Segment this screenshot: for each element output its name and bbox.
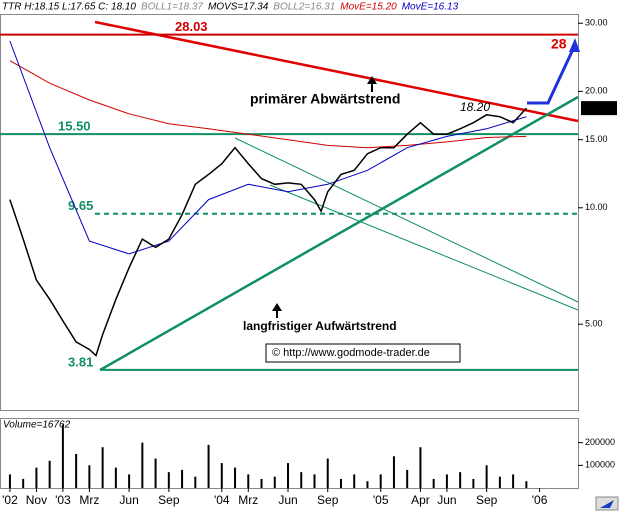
last-price-box — [581, 101, 617, 116]
volume-bar — [260, 478, 263, 488]
y-tick-label: 5.00 — [585, 319, 603, 329]
price-panel — [0, 14, 579, 411]
high-label: 18.20 — [460, 100, 490, 114]
credit: © http://www.godmode-trader.de — [272, 347, 430, 359]
volume-bar — [181, 469, 184, 488]
volume-bar — [406, 469, 409, 488]
x-tick-label: Mrz — [79, 493, 99, 507]
x-tick-label: Apr — [411, 493, 430, 507]
volume-bar — [207, 444, 210, 488]
downtrend-line — [94, 20, 579, 123]
level-label: 28.03 — [175, 19, 208, 34]
tool-icon — [600, 500, 614, 508]
volume-bar — [101, 447, 104, 488]
fan-line — [269, 184, 579, 311]
annotation: langfristiger Aufwärtstrend — [243, 319, 397, 333]
header-item: MOVS=17.34 — [208, 2, 269, 13]
level-label: 9.65 — [68, 198, 93, 213]
volume-bar — [525, 481, 528, 488]
volume-bar — [512, 474, 515, 488]
y-tick-label: 10.00 — [585, 202, 608, 212]
volume-bar — [88, 465, 91, 488]
volume-bar — [75, 454, 78, 488]
x-tick-label: '06 — [532, 493, 548, 507]
volume-bar — [273, 476, 276, 488]
volume-bar — [247, 474, 250, 488]
volume-bar — [379, 474, 382, 488]
header-item: MovE=16.13 — [402, 2, 459, 13]
header-item: TTR H:18.15 L:17.65 C: 18.10 — [2, 2, 136, 13]
x-tick-label: '03 — [55, 493, 71, 507]
arrow-head — [367, 76, 377, 84]
tool-button[interactable] — [595, 496, 619, 511]
y-tick-label: 30.00 — [585, 18, 608, 28]
volume-bar — [498, 476, 501, 488]
volume-bar — [432, 478, 435, 488]
volume-bar — [128, 474, 131, 488]
volume-tick-label: 100000 — [585, 460, 615, 470]
volume-bar — [326, 458, 329, 488]
volume-bar — [313, 474, 316, 488]
x-tick-label: Mrz — [238, 493, 258, 507]
x-tick-label: Sep — [476, 493, 498, 507]
volume-bar — [114, 467, 117, 488]
x-tick-label: Jun — [437, 493, 456, 507]
header: TTR H:18.15 L:17.65 C: 18.10 BOLL1=18.37 M… — [2, 2, 459, 13]
x-tick-label: Sep — [158, 493, 180, 507]
volume-bar — [485, 465, 488, 488]
volume-bar — [353, 474, 356, 488]
volume-bar — [8, 474, 11, 488]
projection-arrow — [527, 44, 577, 105]
x-tick-label: Jun — [119, 493, 138, 507]
volume-bar — [194, 476, 197, 488]
volume-bar — [287, 463, 290, 488]
arrow-head — [272, 303, 282, 311]
x-tick-label: '04 — [214, 493, 230, 507]
volume-bar — [339, 478, 342, 488]
volume-bar — [366, 481, 369, 488]
x-tick-label: '05 — [373, 493, 389, 507]
price-line — [9, 107, 527, 357]
volume-bar — [300, 472, 303, 488]
volume-bar — [472, 478, 475, 488]
last-price-label: 18.10 — [584, 103, 607, 113]
level-label: 15.50 — [58, 119, 91, 134]
volume-bar — [48, 460, 51, 488]
x-tick-label: Nov — [26, 493, 47, 507]
volume-title: Volume=16762 — [3, 420, 71, 431]
header-item: MovE=15.20 — [340, 2, 397, 13]
volume-bar — [234, 467, 237, 488]
volume-bar — [61, 424, 64, 488]
moving-average — [9, 40, 527, 255]
x-tick-label: Jun — [278, 493, 297, 507]
fan-line — [234, 137, 579, 303]
arrow-head — [569, 38, 580, 52]
volume-panel — [0, 418, 579, 489]
volume-bar — [22, 478, 25, 488]
moving-average — [9, 60, 527, 149]
header-item: BOLL1=18.37 — [141, 2, 203, 13]
volume-bar — [445, 474, 448, 488]
volume-bar — [392, 456, 395, 488]
volume-bar — [419, 447, 422, 488]
volume-bar — [141, 442, 144, 488]
x-tick-label: Sep — [317, 493, 339, 507]
volume-tick-label: 200000 — [585, 437, 615, 447]
level-label: 3.81 — [68, 354, 93, 369]
target-label: 28 — [551, 36, 567, 52]
annotation: primärer Abwärtstrend — [250, 91, 400, 107]
volume-bar — [459, 472, 462, 488]
volume-bar — [154, 458, 157, 488]
volume-bar — [35, 467, 38, 488]
header-item: BOLL2=16.31 — [273, 2, 335, 13]
volume-bar — [220, 463, 223, 488]
y-tick-label: 15.00 — [585, 134, 608, 144]
volume-bar — [167, 472, 170, 488]
credit-box — [265, 343, 461, 363]
y-tick-label: 20.00 — [585, 86, 608, 96]
x-tick-label: '02 — [2, 493, 18, 507]
uptrend-line — [99, 95, 579, 372]
